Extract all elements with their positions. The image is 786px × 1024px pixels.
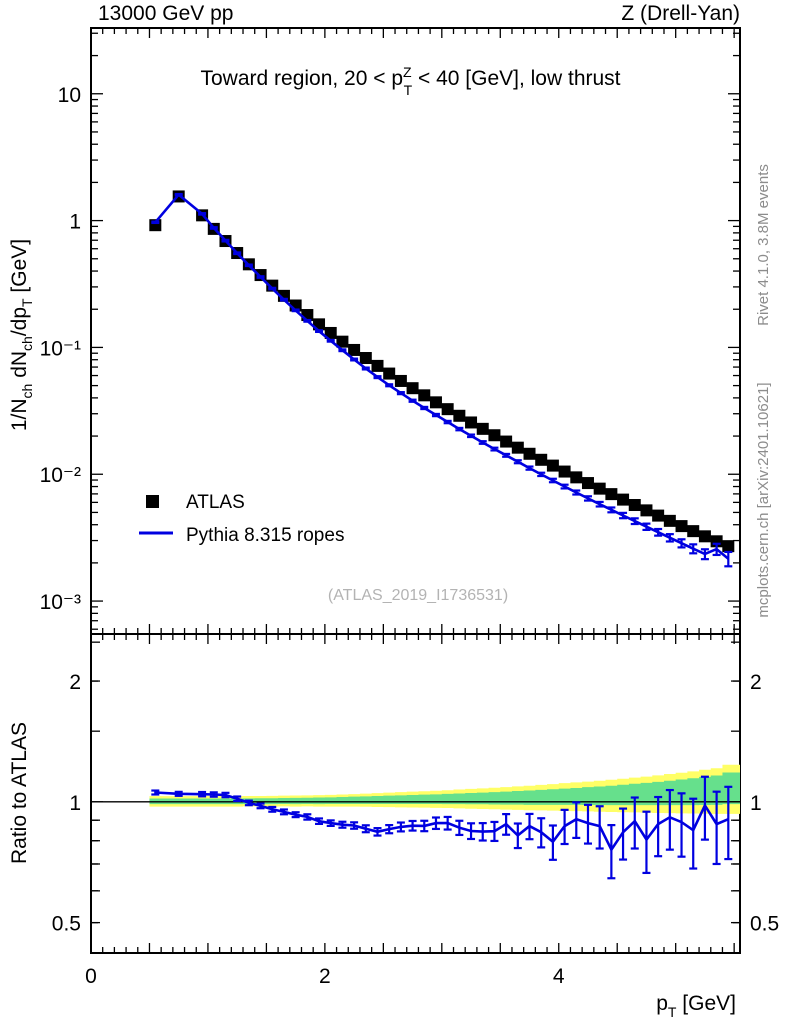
- uncertainty-band-inner: [149, 772, 740, 806]
- data-marker: [418, 389, 431, 402]
- sidenote-rivet-version: Rivet 4.1.0, 3.8M events: [755, 164, 772, 326]
- data-marker: [558, 465, 571, 478]
- legend-marker-atlas: [146, 495, 159, 508]
- data-marker: [429, 396, 442, 409]
- data-marker: [687, 525, 700, 538]
- sidenote-mcplots-source: mcplots.cern.ch [arXiv:2401.10621]: [755, 382, 772, 617]
- data-marker: [453, 409, 466, 422]
- y-axis-label-ratio: Ratio to ATLAS: [8, 722, 31, 864]
- data-marker: [500, 435, 513, 448]
- header-process-label: Z (Drell-Yan): [621, 2, 740, 25]
- data-marker: [722, 540, 735, 553]
- x-tick-label: 4: [553, 965, 565, 988]
- data-marker: [394, 374, 407, 387]
- data-marker: [581, 477, 594, 490]
- data-marker: [359, 352, 372, 365]
- ratio-curve-pythia: [151, 775, 733, 880]
- plot-title: Toward region, 20 < pZ T < 40 [GeV], low …: [200, 64, 620, 98]
- data-marker: [383, 367, 396, 380]
- data-marker: [546, 459, 559, 472]
- data-marker: [476, 422, 489, 435]
- data-marker: [605, 488, 618, 501]
- y-tick-label-ratio-right: 0.5: [750, 913, 779, 936]
- y-tick-label-main: 10⁻²: [40, 464, 81, 487]
- data-marker: [698, 530, 711, 543]
- data-marker: [406, 382, 419, 395]
- y-tick-label-ratio-left: 1: [69, 792, 81, 815]
- legend-label-atlas: ATLAS: [186, 492, 245, 513]
- side-notes: Rivet 4.1.0, 3.8M events mcplots.cern.ch …: [755, 164, 772, 617]
- data-marker: [488, 429, 501, 442]
- x-axis-labels: 0 2 4 pT [GeV]: [85, 965, 736, 1020]
- data-marker: [652, 509, 665, 522]
- x-tick-label: 2: [319, 965, 331, 988]
- y-tick-label-ratio-right: 2: [750, 671, 762, 694]
- data-marker: [465, 416, 478, 429]
- data-marker: [511, 441, 524, 454]
- data-marker: [535, 453, 548, 466]
- y-tick-label-main: 10⁻³: [40, 591, 81, 614]
- x-axis-label: pT [GeV]: [656, 992, 736, 1020]
- main-panel: 10 1 10⁻¹ 10⁻² 10⁻³ Toward region, 20 < pZ T <…: [40, 27, 741, 635]
- y-tick-label-ratio-right: 1: [750, 792, 762, 815]
- y-axis-label-main: 1/Nch dNch/dpT [GeV]: [8, 239, 35, 431]
- y-tick-label-main: 10⁻¹: [40, 337, 81, 360]
- legend-label-pythia: Pythia 8.315 ropes: [186, 525, 344, 546]
- ratio-panel: 2 2 1 1 0.5 0.5: [52, 633, 779, 954]
- data-marker: [336, 335, 349, 348]
- data-marker: [441, 403, 454, 416]
- data-marker: [593, 482, 606, 495]
- y-axis-labels: 1/Nch dNch/dpT [GeV] Ratio to ATLAS: [8, 239, 35, 864]
- data-marker: [663, 514, 676, 527]
- data-marker: [523, 447, 536, 460]
- y-tick-label-main: 10: [58, 84, 81, 107]
- data-marker: [570, 471, 583, 484]
- ratio-polyline: [155, 791, 729, 853]
- series-pythia-mc: [151, 192, 733, 568]
- data-marker: [675, 520, 688, 533]
- data-marker: [628, 499, 641, 512]
- data-marker: [371, 359, 384, 372]
- data-marker: [254, 269, 267, 282]
- mc-polyline: [154, 192, 730, 560]
- y-tick-label-main: 1: [69, 211, 81, 234]
- y-tick-label-ratio-left: 2: [69, 671, 81, 694]
- dataset-watermark: (ATLAS_2019_I1736531): [328, 587, 508, 604]
- header-row: 13000 GeV pp Z (Drell-Yan): [98, 2, 740, 25]
- data-marker: [617, 493, 630, 506]
- data-marker: [324, 326, 337, 339]
- data-marker: [348, 343, 361, 356]
- y-tick-label-ratio-left: 0.5: [52, 913, 81, 936]
- data-marker: [640, 504, 653, 517]
- legend: ATLAS Pythia 8.315 ropes: [139, 492, 344, 546]
- header-energy-label: 13000 GeV pp: [98, 2, 233, 25]
- x-tick-label: 0: [85, 965, 97, 988]
